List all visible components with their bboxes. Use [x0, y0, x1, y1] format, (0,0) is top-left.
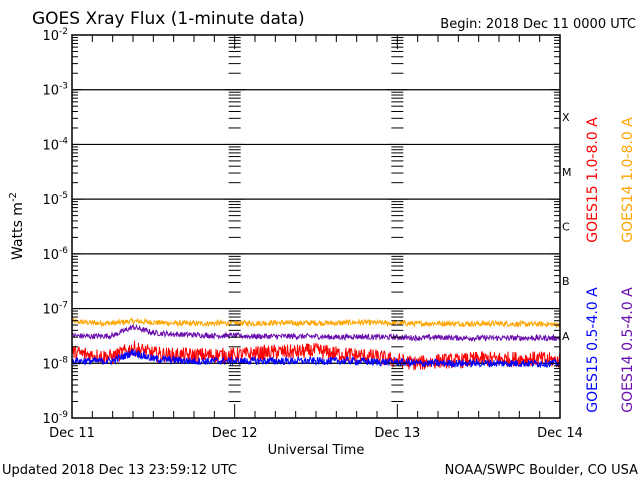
- y-tick-label: 10-3: [42, 82, 68, 99]
- series-line-goes14-0-5-4-0-a: [71, 323, 561, 343]
- updated-timestamp: Updated 2018 Dec 13 23:59:12 UTC: [2, 463, 237, 478]
- y-tick-base: 10: [42, 303, 59, 318]
- y-tick-exponent: -6: [59, 246, 68, 256]
- x-tick-label: Dec 14: [537, 426, 583, 441]
- y-tick-base: 10: [42, 412, 59, 427]
- begin-label: Begin: 2018 Dec 11 0000 UTC: [440, 17, 636, 32]
- y-tick-base: 10: [42, 248, 59, 263]
- y-tick-exponent: -7: [59, 301, 68, 311]
- chart-title: GOES Xray Flux (1-minute data): [32, 9, 305, 29]
- series-line-goes14-1-0-8-0-a: [71, 316, 561, 329]
- y-tick-label: 10-9: [42, 410, 68, 427]
- y-tick-base: 10: [42, 138, 59, 153]
- y-tick-exponent: -3: [59, 82, 68, 92]
- y-tick-exponent: -8: [59, 355, 68, 365]
- flare-class-label: M: [562, 166, 572, 179]
- x-tick-label: Dec 12: [212, 426, 258, 441]
- flare-class-label: B: [562, 275, 570, 288]
- y-tick-label: 10-4: [42, 136, 68, 153]
- flare-class-label: C: [562, 221, 570, 234]
- flare-class-label: X: [562, 111, 570, 124]
- legend-entry: GOES14 0.5-4.0 A: [620, 287, 636, 413]
- grid: [72, 89, 560, 364]
- y-tick-label: 10-7: [42, 301, 68, 318]
- y-axis-title: Watts m-2: [8, 192, 26, 260]
- legend-entry: GOES15 1.0-8.0 A: [585, 117, 601, 243]
- y-tick-base: 10: [42, 29, 59, 44]
- y-axis-title-text: Watts m: [10, 202, 26, 260]
- y-tick-label: 10-2: [42, 27, 68, 44]
- y-tick-exponent: -9: [59, 410, 68, 420]
- legend: GOES15 1.0-8.0 A GOES14 1.0-8.0 A GOES15 0…: [585, 117, 636, 413]
- y-tick-base: 10: [42, 193, 59, 208]
- y-tick-base: 10: [42, 84, 59, 99]
- y-tick-exponent: -5: [59, 191, 68, 201]
- y-axis-title-exp: -2: [8, 192, 19, 202]
- axis-ticks: [71, 35, 561, 419]
- x-tick-label: Dec 13: [374, 426, 420, 441]
- y-tick-label: 10-8: [42, 355, 68, 372]
- series-line-goes15-0-5-4-0-a: [71, 348, 561, 369]
- y-tick-label: 10-5: [42, 191, 68, 208]
- series-lines: [71, 316, 561, 371]
- y-tick-exponent: -2: [59, 27, 68, 37]
- y-tick-label: 10-6: [42, 246, 68, 263]
- y-tick-exponent: -4: [59, 136, 68, 146]
- legend-entry: GOES15 0.5-4.0 A: [585, 287, 601, 413]
- legend-entry: GOES14 1.0-8.0 A: [620, 117, 636, 243]
- source-label: NOAA/SWPC Boulder, CO USA: [445, 463, 638, 478]
- y-tick-base: 10: [42, 357, 59, 372]
- flare-class-label: A: [562, 330, 570, 343]
- series-line-goes15-1-0-8-0-a: [71, 340, 561, 371]
- x-axis-title: Universal Time: [268, 443, 365, 458]
- x-tick-label: Dec 11: [49, 426, 95, 441]
